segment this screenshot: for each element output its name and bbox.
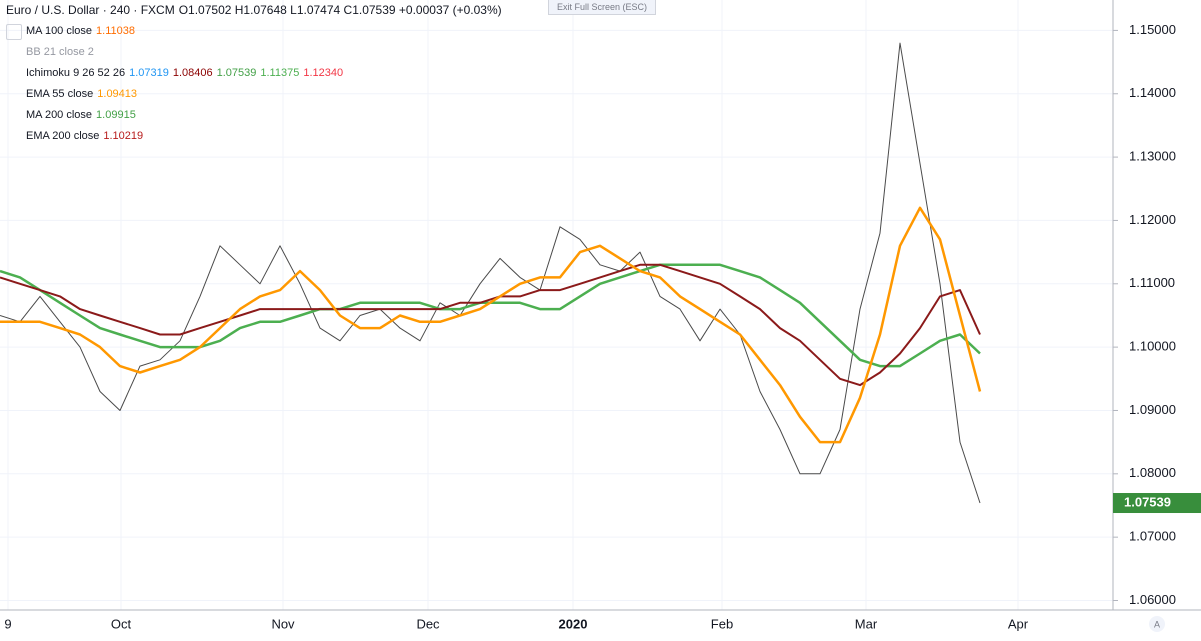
indicator-name: EMA 200 close — [26, 130, 100, 142]
symbol-title: Euro / U.S. Dollar · 240 · FXCM — [6, 3, 175, 17]
y-tick-label: 1.06000 — [1129, 592, 1176, 607]
collapse-toggle[interactable] — [6, 24, 22, 40]
legend-header: Euro / U.S. Dollar · 240 · FXCM O1.07502 … — [6, 0, 506, 21]
indicator-row[interactable]: MA 100 close 1.11038 — [6, 21, 506, 42]
x-tick-label: Apr — [1008, 616, 1029, 631]
y-tick-label: 1.10000 — [1129, 339, 1176, 354]
y-tick-label: 1.12000 — [1129, 212, 1176, 227]
indicator-value: 1.11375 — [260, 67, 300, 79]
indicator-value: 1.10219 — [103, 130, 144, 142]
indicator-row[interactable]: BB 21 close 2 — [6, 42, 506, 63]
indicator-value: 1.07319 — [129, 67, 169, 79]
y-tick-label: 1.08000 — [1129, 465, 1176, 480]
indicator-row[interactable]: EMA 55 close 1.09413 — [6, 84, 506, 105]
indicator-row[interactable]: EMA 200 close 1.10219 — [6, 126, 506, 147]
auto-scale-button[interactable] — [1149, 616, 1165, 632]
series-line — [0, 263, 981, 387]
x-tick-label: Nov — [271, 616, 295, 631]
y-tick-label: 1.13000 — [1129, 149, 1176, 164]
indicator-name: MA 100 close — [26, 25, 93, 37]
series-line — [0, 263, 981, 368]
indicator-name: EMA 55 close — [26, 88, 94, 100]
price-axis-panel — [1113, 0, 1201, 641]
indicator-row[interactable]: MA 200 close 1.09915 — [6, 105, 506, 126]
x-tick-label: Dec — [416, 616, 440, 631]
x-tick-label: Oct — [111, 616, 132, 631]
last-price-label: 1.07539 — [1124, 494, 1171, 509]
y-tick-label: 1.07000 — [1129, 529, 1176, 544]
last-price-box — [1113, 493, 1201, 514]
x-tick-label: Mar — [855, 616, 878, 631]
y-tick-label: 1.14000 — [1129, 85, 1176, 100]
indicator-value: 1.08406 — [172, 67, 213, 79]
x-tick-label: 2020 — [559, 616, 588, 631]
indicator-value: 1.09413 — [97, 88, 138, 100]
ohlc-values: O1.07502 H1.07648 L1.07474 C1.07539 +0.0… — [178, 3, 502, 17]
series-line — [0, 42, 981, 504]
y-tick-label: 1.15000 — [1129, 22, 1176, 37]
indicator-value: 1.07539 — [216, 67, 257, 79]
indicator-value: 1.12340 — [303, 67, 344, 79]
indicator-row[interactable]: Ichimoku 9 26 52 26 1.07319 1.08406 1.07539… — [6, 63, 506, 84]
series-line — [0, 206, 982, 444]
indicator-value: 1.09915 — [96, 109, 136, 121]
legend: Euro / U.S. Dollar · 240 · FXCM O1.07502 … — [6, 3, 506, 147]
x-tick-label: Feb — [711, 616, 733, 631]
indicator-name: Ichimoku 9 26 52 26 — [26, 67, 126, 79]
auto-scale-label[interactable]: A — [1154, 619, 1160, 629]
y-tick-label: 1.11000 — [1129, 275, 1175, 290]
indicator-name: BB 21 close 2 — [26, 46, 94, 58]
indicator-name: MA 200 close — [26, 109, 93, 121]
y-tick-label: 1.09000 — [1129, 402, 1176, 417]
indicator-value: 1.11038 — [96, 25, 135, 37]
x-tick-label: 9 — [4, 616, 11, 631]
exit-full-screen-button[interactable]: Exit Full Screen (ESC) — [548, 0, 656, 15]
